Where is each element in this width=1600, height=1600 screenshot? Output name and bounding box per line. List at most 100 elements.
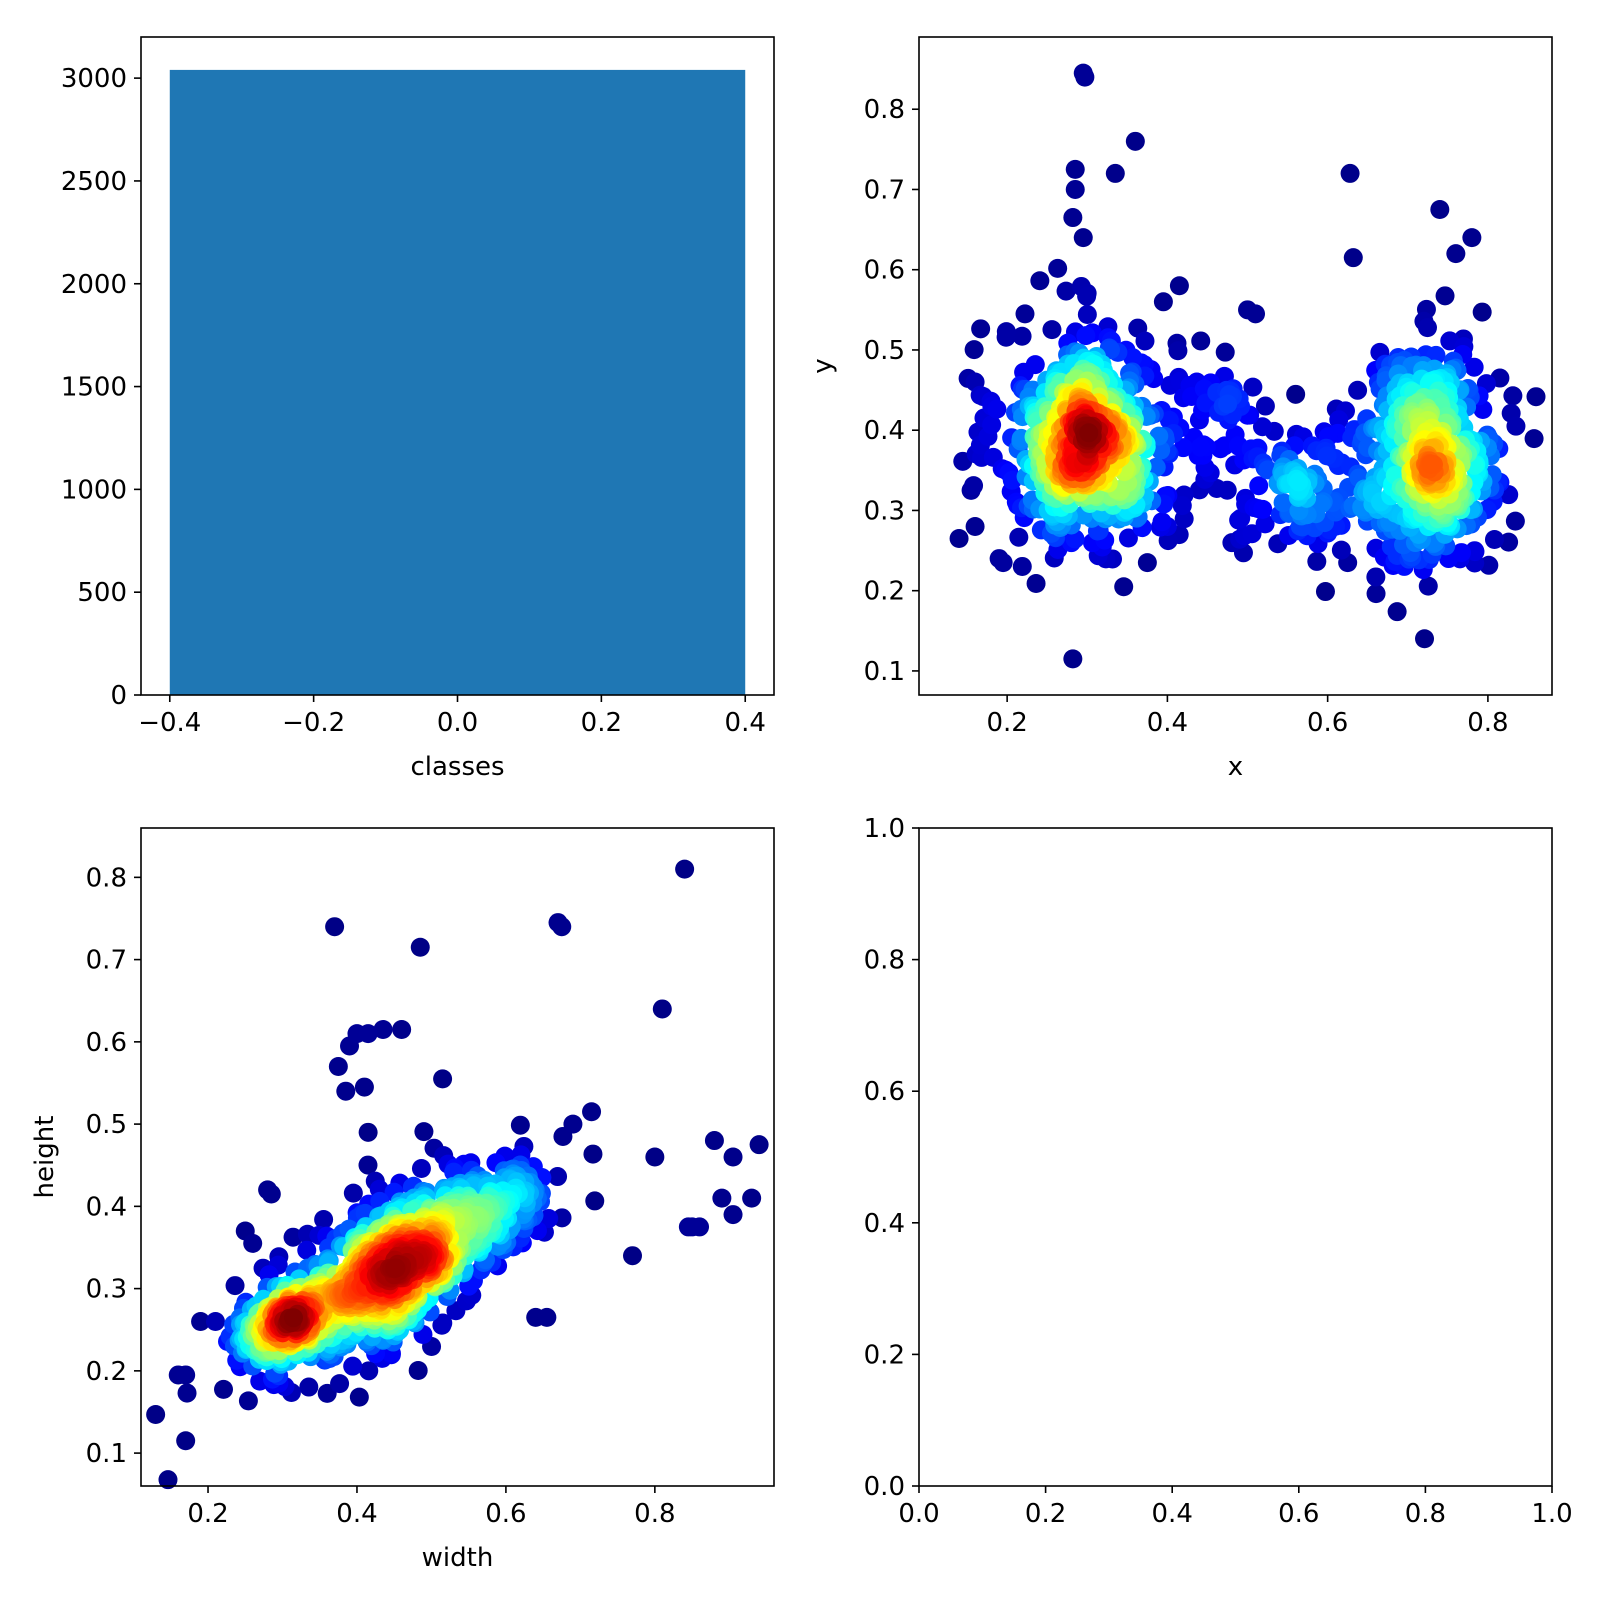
scatter-point — [1484, 530, 1504, 550]
scatter-point — [328, 1057, 348, 1077]
y-tick-label: 0.4 — [864, 1209, 905, 1239]
y-tick-label: 0.7 — [864, 175, 905, 205]
scatter-point — [537, 1307, 557, 1327]
scatter-point — [949, 529, 969, 549]
scatter-point — [358, 1122, 378, 1142]
scatter-point — [1025, 355, 1045, 375]
scatter-point — [1479, 555, 1499, 575]
scatter-point — [1065, 179, 1085, 199]
y-tick-label: 0.4 — [864, 416, 905, 446]
scatter-point — [1153, 292, 1173, 312]
scatter-point — [433, 1313, 453, 1333]
scatter-point — [336, 1081, 356, 1101]
y-tick-label: 0.6 — [864, 1077, 905, 1107]
y-tick-label: 0.8 — [864, 946, 905, 976]
axes-frame — [140, 36, 775, 696]
scatter-point — [1056, 281, 1076, 301]
scatter-point — [1273, 493, 1293, 513]
scatter-point — [1048, 258, 1068, 278]
x-tick-label: 0.2 — [1025, 1499, 1066, 1529]
scatter-point — [283, 1227, 303, 1247]
scatter-point — [723, 1205, 743, 1225]
x-tick-label: 0.4 — [725, 708, 766, 738]
y-tick-label: 0 — [110, 681, 127, 711]
y-tick-label: 1500 — [61, 373, 127, 403]
scatter-point — [177, 1383, 197, 1403]
y-tick-label: 3000 — [61, 64, 127, 94]
scatter-point — [749, 1135, 769, 1155]
scatter-point — [742, 1188, 762, 1208]
scatter-point — [623, 1246, 643, 1266]
scatter-point — [712, 1188, 732, 1208]
scatter-point — [1191, 437, 1211, 457]
x-axis-label: x — [1228, 752, 1243, 782]
y-tick-label: 0.1 — [86, 1439, 127, 1469]
x-tick-label: 0.0 — [437, 708, 478, 738]
scatter-point — [414, 1122, 434, 1142]
x-tick-label: 0.8 — [1467, 708, 1508, 738]
scatter-point — [1340, 163, 1360, 183]
scatter-point — [965, 516, 985, 536]
scatter-point — [214, 1379, 234, 1399]
scatter-point — [314, 1210, 334, 1230]
scatter-point — [325, 917, 345, 937]
scatter-point — [343, 1183, 363, 1203]
scatter-point — [1464, 357, 1484, 377]
scatter-point — [176, 1431, 196, 1451]
bar-chart-classes: −0.4 −0.2 0.0 0.2 0.4 0 500 1000 1500 2000 2500 300… — [61, 36, 775, 782]
scatter-point — [1462, 228, 1482, 248]
scatter-point — [1307, 551, 1327, 571]
scatter-point — [433, 1069, 453, 1089]
scatter-point — [385, 1258, 405, 1278]
y-tick-label: 0.3 — [86, 1275, 127, 1305]
y-tick-label: 0.6 — [86, 1028, 127, 1058]
scatter-point — [1343, 248, 1363, 268]
scatter-point — [354, 1077, 374, 1097]
scatter-point — [191, 1312, 211, 1331]
scatter-point — [392, 1020, 412, 1040]
scatter-point — [1242, 524, 1262, 544]
scatter-point — [1135, 331, 1155, 351]
scatter-point — [1415, 629, 1435, 649]
x-tick-label: 0.8 — [634, 1499, 675, 1529]
scatter-point — [1253, 499, 1273, 519]
scatter-point — [1114, 577, 1134, 597]
scatter-point — [1015, 304, 1035, 324]
scatter-width-height: 0.2 0.4 0.6 0.8 0.1 0.2 0.3 0.4 0.5 0.6 0.7 0.8 widt… — [30, 827, 775, 1573]
scatter-point — [1238, 300, 1258, 320]
y-tick-label: 0.0 — [864, 1472, 905, 1502]
scatter-point — [158, 1470, 178, 1490]
scatter-point — [563, 1114, 583, 1134]
y-tick-label: 0.5 — [86, 1110, 127, 1140]
y-tick-label: 0.8 — [864, 95, 905, 125]
x-axis-label: classes — [410, 752, 504, 782]
scatter-point — [1077, 286, 1097, 306]
scatter-point — [1366, 567, 1386, 587]
scatter-point — [1077, 305, 1097, 325]
axes-frame — [140, 827, 775, 1487]
scatter-point — [1387, 602, 1407, 622]
scatter-point — [1505, 511, 1525, 531]
y-axis-label: y — [808, 358, 838, 373]
scatter-point — [1526, 387, 1546, 407]
x-tick-label: 0.6 — [485, 1499, 526, 1529]
y-axis-label: height — [30, 1116, 60, 1199]
scatter-point — [971, 319, 991, 339]
y-tick-label: 0.8 — [86, 863, 127, 893]
scatter-point — [1030, 271, 1050, 291]
scatter-point — [1169, 276, 1189, 296]
scatter-point — [1079, 423, 1099, 443]
scatter-point — [1243, 377, 1263, 397]
x-tick-label: 0.6 — [1307, 708, 1348, 738]
scatter-point — [1524, 429, 1544, 449]
x-tick-label: 0.8 — [1405, 1499, 1446, 1529]
scatter-point — [358, 1024, 378, 1044]
scatter-point — [645, 1147, 665, 1167]
scatter-point — [1191, 331, 1211, 351]
scatter-point — [982, 415, 1002, 435]
scatter-point — [1218, 394, 1238, 414]
scatter-point — [243, 1233, 263, 1253]
scatter-point — [1503, 386, 1523, 406]
scatter-point — [583, 1144, 603, 1164]
scatter-point — [1258, 460, 1278, 480]
